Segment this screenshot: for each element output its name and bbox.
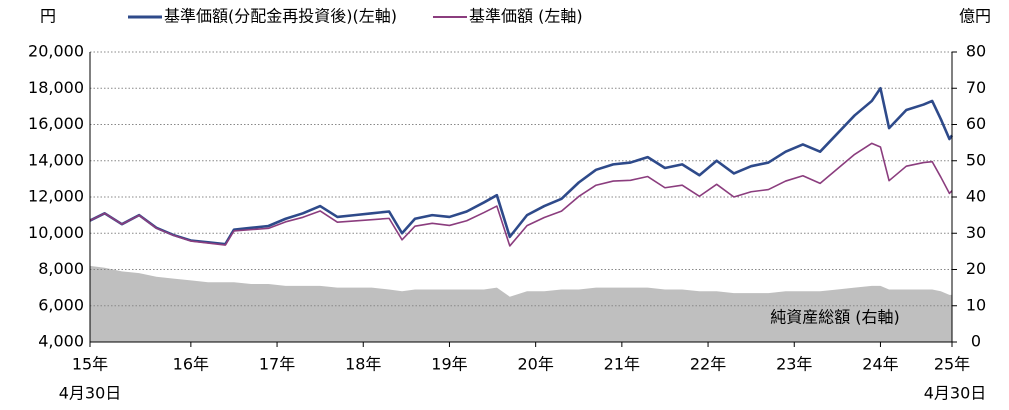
y-tick-label: 6,000 <box>38 295 84 314</box>
y-tick-label: 18,000 <box>28 78 84 97</box>
y-tick-label: 4,000 <box>38 332 84 351</box>
y2-tick-label: 30 <box>966 223 986 242</box>
y2-tick-label: 70 <box>966 78 986 97</box>
x-tick-label: 18年 <box>345 355 381 374</box>
x-end-note: 4月30日 <box>924 384 987 403</box>
area <box>90 265 952 342</box>
y2-unit: 億円 <box>959 7 991 26</box>
y-tick-label: 8,000 <box>38 259 84 278</box>
y2-tick-label: 40 <box>966 187 986 206</box>
y2-tick-label: 0 <box>971 332 981 351</box>
y-tick-label: 20,000 <box>28 42 84 61</box>
line <box>89 142 953 247</box>
y2-tick-label: 80 <box>966 42 986 61</box>
y-tick-label: 12,000 <box>28 187 84 206</box>
legend-label: 基準価額(分配金再投資後)(左軸) <box>164 7 397 26</box>
x-tick-label: 20年 <box>517 355 553 374</box>
y-tick-label: 10,000 <box>28 223 84 242</box>
y2-tick-label: 10 <box>966 295 986 314</box>
x-tick-label: 17年 <box>259 355 295 374</box>
x-tick-label: 19年 <box>431 355 467 374</box>
line <box>89 86 954 246</box>
y-tick-label: 14,000 <box>28 150 84 169</box>
y2-tick-label: 20 <box>966 259 986 278</box>
x-tick-label: 24年 <box>862 355 898 374</box>
x-tick-label: 16年 <box>173 355 209 374</box>
y2-tick-label: 60 <box>966 114 986 133</box>
x-tick-label: 25年 <box>934 355 970 374</box>
area-label: 純資産総額 (右軸) <box>770 308 900 327</box>
x-tick-label: 22年 <box>690 355 726 374</box>
x-tick-label: 15年 <box>72 355 108 374</box>
y-unit: 円 <box>40 7 56 26</box>
x-tick-label: 21年 <box>604 355 640 374</box>
x-tick-label: 23年 <box>776 355 812 374</box>
y-tick-label: 16,000 <box>28 114 84 133</box>
legend-label: 基準価額 (左軸) <box>469 7 583 26</box>
y2-tick-label: 50 <box>966 150 986 169</box>
x-start-note: 4月30日 <box>59 384 122 403</box>
